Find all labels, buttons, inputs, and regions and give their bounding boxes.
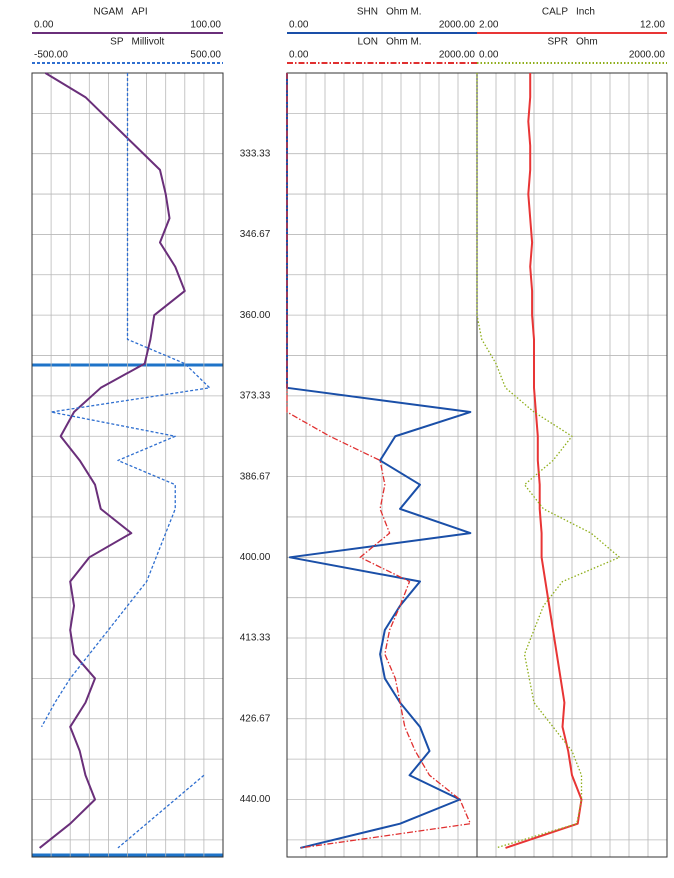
depth-label: 373.33 bbox=[240, 391, 271, 402]
curve-unit: API bbox=[132, 7, 148, 18]
depth-label: 360.00 bbox=[240, 310, 271, 321]
depth-label: 333.33 bbox=[240, 148, 271, 159]
depth-label: 346.67 bbox=[240, 229, 271, 240]
log-curve bbox=[286, 73, 471, 849]
log-curve bbox=[39, 72, 186, 849]
curve-name: CALP bbox=[542, 7, 568, 18]
log-curve bbox=[40, 73, 211, 849]
curve-unit: Inch bbox=[576, 7, 595, 18]
scale-min: 0.00 bbox=[289, 20, 309, 31]
depth-label: 426.67 bbox=[240, 713, 271, 724]
curve-name: LON bbox=[357, 37, 378, 48]
scale-min: 0.00 bbox=[479, 50, 499, 61]
scale-max: 2000.00 bbox=[439, 20, 476, 31]
curve-name: NGAM bbox=[94, 7, 124, 18]
curve-name: SP bbox=[110, 37, 124, 48]
depth-label: 386.67 bbox=[240, 471, 271, 482]
scale-max: 2000.00 bbox=[439, 50, 476, 61]
curve-name: SPR bbox=[547, 37, 568, 48]
log-curve bbox=[505, 73, 583, 849]
scale-min: 0.00 bbox=[34, 20, 54, 31]
curve-unit: Ohm M. bbox=[386, 7, 422, 18]
scale-max: 500.00 bbox=[190, 50, 221, 61]
curve-unit: Ohm bbox=[576, 37, 598, 48]
curve-unit: Millivolt bbox=[132, 37, 165, 48]
scale-max: 100.00 bbox=[190, 20, 221, 31]
log-curve bbox=[476, 73, 621, 849]
depth-label: 413.33 bbox=[240, 633, 271, 644]
scale-min: 2.00 bbox=[479, 20, 499, 31]
scale-min: -500.00 bbox=[34, 50, 68, 61]
curve-name: SHN bbox=[357, 7, 378, 18]
scale-max: 2000.00 bbox=[629, 50, 666, 61]
depth-label: 440.00 bbox=[240, 794, 271, 805]
scale-max: 12.00 bbox=[640, 20, 665, 31]
depth-label: 400.00 bbox=[240, 552, 271, 563]
track-frame bbox=[476, 72, 668, 858]
curve-unit: Ohm M. bbox=[386, 37, 422, 48]
scale-min: 0.00 bbox=[289, 50, 309, 61]
